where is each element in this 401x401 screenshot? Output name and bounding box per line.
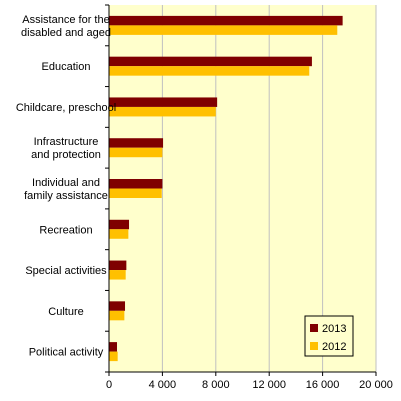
category-label-line: Individual and xyxy=(32,177,100,189)
bar-2013-6 xyxy=(109,260,127,271)
x-tick-label: 0 xyxy=(106,379,112,391)
category-label: Childcare, preschool xyxy=(16,102,116,114)
bar-2013-3 xyxy=(109,138,164,148)
bar-2012-0 xyxy=(109,25,338,35)
axes xyxy=(105,4,377,376)
legend-label-2012: 2012 xyxy=(322,341,346,353)
x-tick-label: 8 000 xyxy=(202,379,230,391)
category-label: Assistance for the disabled and aged xyxy=(21,14,111,39)
category-label: Individual and family assistance xyxy=(24,177,108,202)
bar-2013-0 xyxy=(109,15,343,26)
category-label: Special activities xyxy=(25,265,107,277)
x-tick-labels: 0 4 000 8 000 12 000 16 000 20 000 xyxy=(106,379,393,391)
legend-swatch-2013 xyxy=(310,324,318,332)
category-label: Education xyxy=(42,61,91,73)
bar-2013-8 xyxy=(109,342,118,352)
bars xyxy=(109,15,343,362)
x-tick-label: 4 000 xyxy=(149,379,177,391)
legend-swatch-2012 xyxy=(310,342,318,350)
bar-2012-2 xyxy=(109,106,216,117)
category-label-line: Assistance for the xyxy=(22,14,109,26)
category-label-line: Childcare, preschool xyxy=(16,102,116,114)
category-label-line: Culture xyxy=(48,306,83,318)
bar-2012-7 xyxy=(109,310,125,321)
x-tick-label: 20 000 xyxy=(359,379,393,391)
category-label-line: Recreation xyxy=(39,224,92,236)
bar-2012-4 xyxy=(109,188,162,198)
category-label: Political activity xyxy=(29,347,104,359)
bar-2012-1 xyxy=(109,66,310,76)
category-label-line: Political activity xyxy=(29,347,104,359)
category-label-line: disabled and aged xyxy=(21,27,111,39)
bar-2013-7 xyxy=(109,301,126,311)
category-label-line: and protection xyxy=(31,149,101,161)
category-label: Culture xyxy=(48,306,83,318)
category-label-line: family assistance xyxy=(24,190,108,202)
bar-2012-5 xyxy=(109,229,129,239)
category-label-line: Infrastructure xyxy=(34,136,99,148)
bar-2013-2 xyxy=(109,97,218,107)
category-label: Recreation xyxy=(39,224,92,236)
bar-2012-6 xyxy=(109,270,126,280)
bar-2012-8 xyxy=(109,351,118,362)
category-label-line: Education xyxy=(42,61,91,73)
category-labels: Assistance for the disabled and aged Educa… xyxy=(16,14,116,359)
bar-2013-1 xyxy=(109,56,312,67)
legend-label-2013: 2013 xyxy=(322,323,346,335)
x-tick-label: 12 000 xyxy=(252,379,286,391)
x-tick-label: 16 000 xyxy=(306,379,340,391)
bar-2013-5 xyxy=(109,219,130,230)
bar-2012-3 xyxy=(109,147,163,158)
legend: 2013 2012 xyxy=(304,315,354,357)
category-label-line: Special activities xyxy=(25,265,107,277)
category-label: Infrastructure and protection xyxy=(31,136,101,161)
bar-2013-4 xyxy=(109,179,163,189)
